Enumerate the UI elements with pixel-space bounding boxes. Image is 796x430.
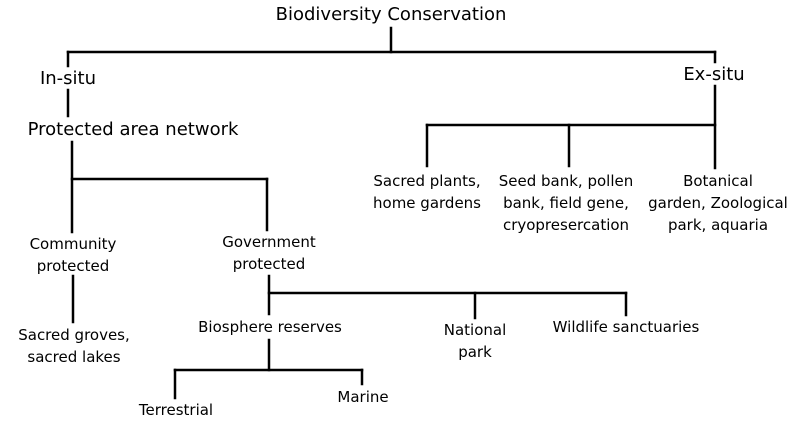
botanical-garden-node: Botanical garden, Zoological park, aquar… bbox=[648, 172, 788, 234]
sacred-groves-node: Sacred groves, sacred lakes bbox=[18, 326, 130, 366]
in-situ-node: In-situ bbox=[39, 68, 97, 89]
national-park-node: National park bbox=[443, 321, 507, 361]
government-protected-node: Government protected bbox=[222, 233, 316, 273]
root-node: Biodiversity Conservation bbox=[275, 4, 507, 25]
community-protected-node: Community protected bbox=[29, 235, 117, 275]
sacred-plants-node: Sacred plants, home gardens bbox=[373, 172, 481, 212]
terrestrial-node: Terrestrial bbox=[138, 401, 214, 419]
biosphere-reserves-node: Biosphere reserves bbox=[198, 318, 342, 336]
wildlife-sanctuaries-node: Wildlife sanctuaries bbox=[552, 318, 700, 336]
protected-area-network-node: Protected area network bbox=[27, 119, 239, 140]
ex-situ-node: Ex-situ bbox=[683, 64, 745, 85]
seed-bank-node: Seed bank, pollen bank, field gene, cryo… bbox=[498, 172, 634, 234]
marine-node: Marine bbox=[337, 388, 389, 406]
